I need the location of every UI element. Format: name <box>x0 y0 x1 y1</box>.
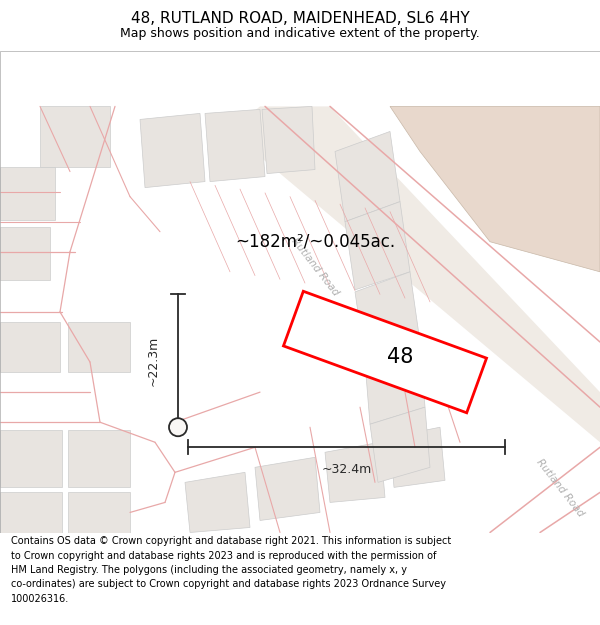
Polygon shape <box>40 106 110 166</box>
Text: 48, RUTLAND ROAD, MAIDENHEAD, SL6 4HY: 48, RUTLAND ROAD, MAIDENHEAD, SL6 4HY <box>131 11 469 26</box>
Text: ~32.4m: ~32.4m <box>322 463 371 476</box>
Text: Rutland Road: Rutland Road <box>535 457 586 518</box>
Polygon shape <box>390 428 445 488</box>
Polygon shape <box>335 131 400 222</box>
Polygon shape <box>0 322 60 372</box>
Text: Contains OS data © Crown copyright and database right 2021. This information is : Contains OS data © Crown copyright and d… <box>11 536 451 604</box>
Text: ~182m²/~0.045ac.: ~182m²/~0.045ac. <box>235 232 395 251</box>
Polygon shape <box>205 109 265 182</box>
Text: Rutland Road: Rutland Road <box>289 236 341 298</box>
Text: ~22.3m: ~22.3m <box>147 336 160 386</box>
Polygon shape <box>68 322 130 372</box>
Polygon shape <box>255 458 320 521</box>
Polygon shape <box>262 106 315 174</box>
Polygon shape <box>390 106 600 272</box>
Text: 48: 48 <box>387 347 413 367</box>
Polygon shape <box>355 272 420 360</box>
Polygon shape <box>283 291 487 412</box>
Polygon shape <box>68 430 130 488</box>
Polygon shape <box>0 166 55 219</box>
Circle shape <box>169 418 187 436</box>
Polygon shape <box>230 106 600 442</box>
Polygon shape <box>365 342 425 424</box>
Text: Map shows position and indicative extent of the property.: Map shows position and indicative extent… <box>120 27 480 40</box>
Polygon shape <box>68 492 130 532</box>
Polygon shape <box>0 492 62 532</box>
Polygon shape <box>0 227 50 280</box>
Polygon shape <box>345 202 410 290</box>
Polygon shape <box>325 442 385 503</box>
Polygon shape <box>185 472 250 532</box>
Polygon shape <box>370 407 430 482</box>
Polygon shape <box>0 430 62 488</box>
Polygon shape <box>140 113 205 188</box>
